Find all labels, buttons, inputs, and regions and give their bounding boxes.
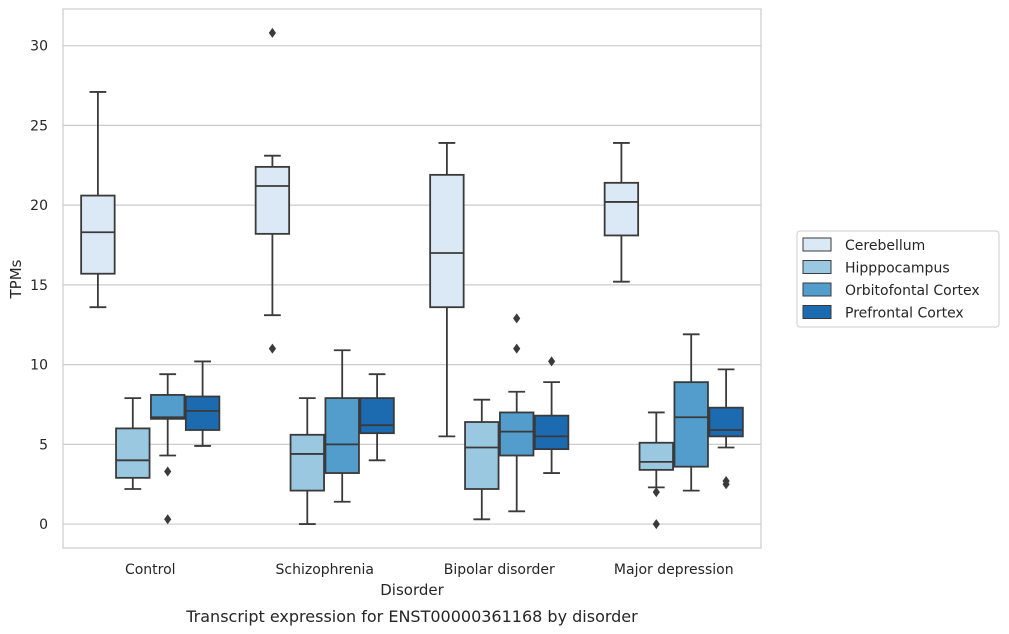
x-tick-label: Bipolar disorder [444,562,555,578]
y-axis-label: TPMs [7,259,25,299]
box-body [289,433,325,492]
y-tick-label: 0 [39,517,48,533]
box-body [638,441,674,471]
box [429,142,465,438]
box [603,142,640,283]
box-body [359,397,395,435]
box [254,27,291,354]
outlier-point [164,466,172,477]
series-cerebellum [80,27,640,438]
y-tick-label: 15 [30,278,48,294]
box-body [499,411,535,457]
box [115,397,151,490]
box [533,356,570,474]
legend-label: Hipppocampus [845,261,950,277]
box-body [603,181,640,237]
outlier-point [513,313,521,324]
legend-swatch [802,260,832,274]
x-axis-label: Disorder [380,581,444,599]
y-tick-label: 30 [30,39,48,55]
box-body [254,165,291,235]
box-series [80,27,744,530]
series-orbitofontal-cortex [150,313,709,525]
y-tick-labels: 0 5 10 15 20 25 30 [30,39,48,533]
box [708,368,744,490]
outlier-point [652,519,660,530]
box-body [150,394,186,420]
box [80,91,116,309]
outlier-point [268,27,276,38]
x-tick-labels: Control Schizophrenia Bipolar disorder Majo… [125,562,734,578]
series-prefrontal-cortex [184,356,744,490]
legend-label: Cerebellum [845,238,925,254]
outlier-point [548,356,556,367]
y-tick-label: 20 [30,198,48,214]
outlier-point [652,487,660,498]
box-body [115,427,151,479]
legend-frame [796,230,1000,328]
legend-swatch [802,305,832,319]
box [673,333,709,492]
box-body [464,421,500,490]
y-tick-label: 5 [39,437,48,453]
legend-label: Orbitofontal Cortex [845,283,980,299]
box-body [184,395,221,431]
series-hipppocampus [115,397,674,530]
box-body [429,173,465,309]
box [150,373,186,525]
box [324,349,360,503]
x-tick-label: Major depression [614,562,734,578]
chart-caption: Transcript expression for ENST0000036116… [185,607,638,626]
box [464,398,500,521]
box-body [673,381,709,468]
box [289,397,325,525]
x-tick-label: Control [125,562,176,578]
box [499,313,535,513]
legend-label: Prefrontal Cortex [845,306,964,322]
plot-area-frame [62,8,762,549]
outlier-point [722,479,730,490]
outlier-point [268,343,276,354]
box [184,360,221,447]
x-tick-label: Schizophrenia [276,562,374,578]
box [638,411,674,530]
outlier-point [164,514,172,525]
outlier-point [513,343,521,354]
box-body [708,406,744,438]
grid-lines [63,45,761,525]
box-body [80,194,116,275]
box-body [533,414,570,451]
box-body [324,397,360,474]
legend-swatch [802,237,832,252]
box [359,373,395,462]
y-tick-label: 10 [30,358,48,374]
legend: Cerebellum Hipppocampus Orbitofontal Corte… [796,230,1000,328]
legend-swatch [802,282,832,297]
y-tick-label: 25 [30,118,48,134]
